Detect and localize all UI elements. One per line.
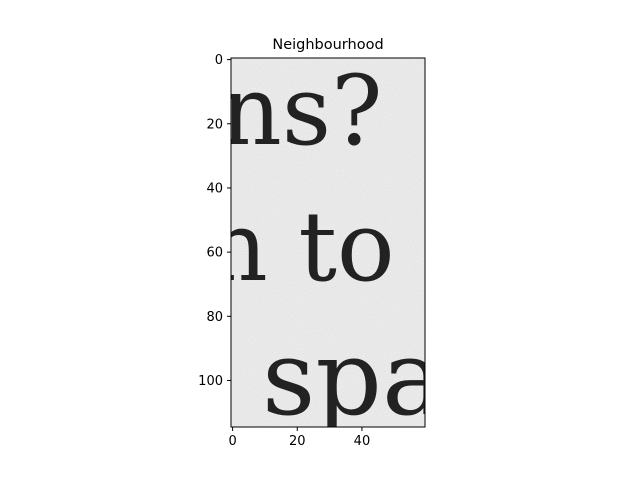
y-axis: 0 20 40 60 80 100 — [198, 53, 231, 389]
x-axis: 0 20 40 — [228, 427, 370, 449]
image-area: ns? n to spa — [206, 55, 444, 439]
y-tick-label: 100 — [198, 374, 223, 389]
y-tick-label: 0 — [215, 53, 223, 68]
x-tick-label: 0 — [228, 434, 236, 449]
chart-title: Neighbourhood — [272, 37, 383, 53]
text-line-3: spa — [262, 317, 444, 439]
x-tick-label: 20 — [289, 434, 306, 449]
y-tick-label: 80 — [206, 310, 223, 325]
y-tick-label: 60 — [206, 246, 223, 261]
y-tick-label: 20 — [206, 117, 223, 132]
y-tick-label: 40 — [206, 181, 223, 196]
text-line-2: n to — [206, 191, 395, 303]
text-line-1: ns? — [220, 55, 383, 167]
paper-grain — [231, 58, 425, 427]
axes-frame — [230, 57, 426, 428]
x-tick-label: 40 — [354, 434, 371, 449]
